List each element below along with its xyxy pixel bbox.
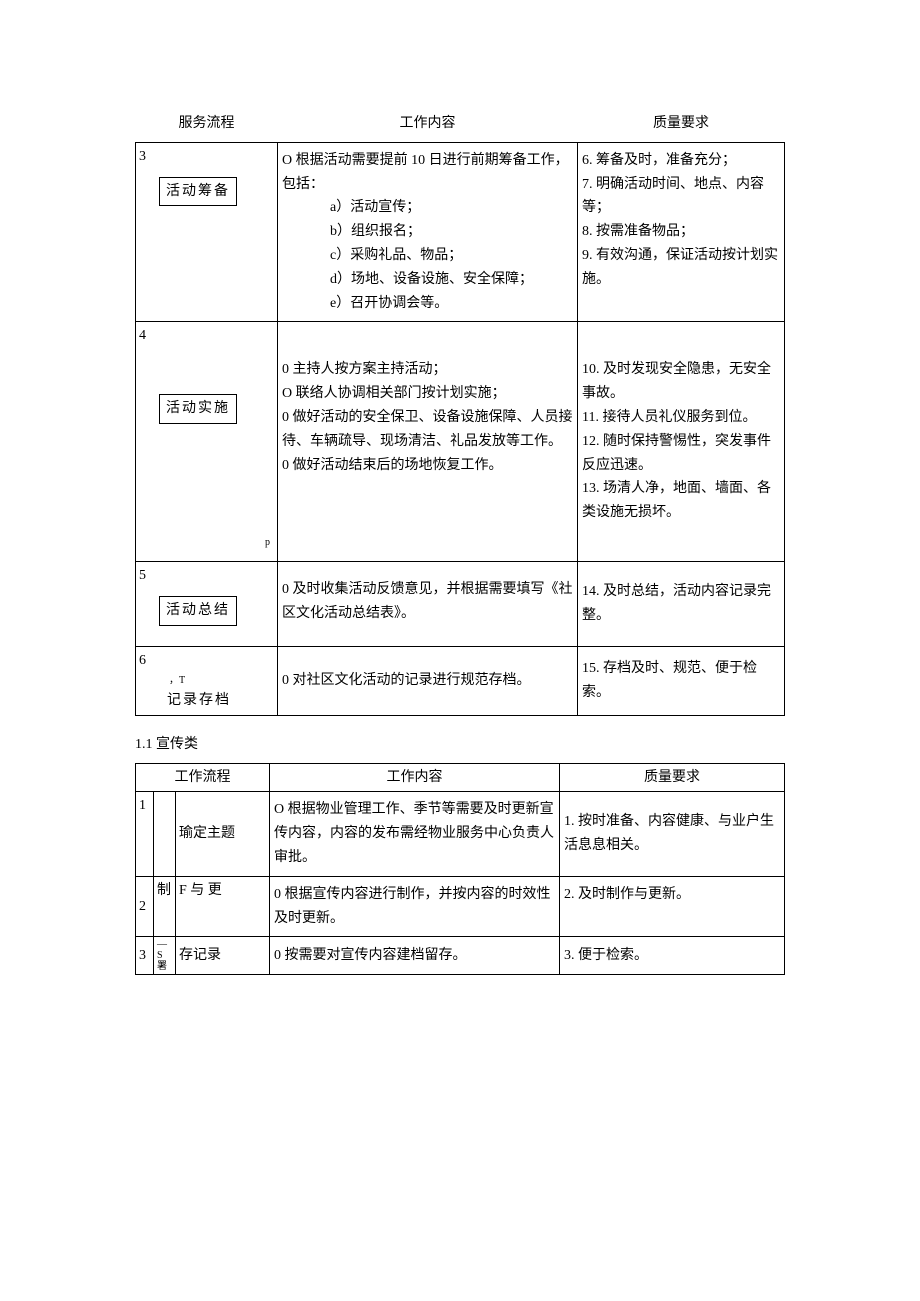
req-line: 6. 筹备及时，准备充分； — [582, 149, 780, 173]
flow-num: 3 — [136, 937, 154, 975]
flow-num: 5 — [139, 564, 274, 588]
flow-pre: 制 — [154, 876, 176, 937]
flow-label: 活动实施 — [159, 394, 237, 424]
content-subline: b）组织报名； — [282, 220, 573, 244]
table-1-header-content: 工作内容 — [278, 110, 578, 142]
flow-num: 2 — [136, 876, 154, 937]
req-text: 2. 及时制作与更新。 — [564, 887, 690, 902]
flow-num: 6 — [139, 649, 274, 673]
flow-label-text: 存记录 — [179, 948, 221, 963]
flow-label: 活动筹备 — [159, 177, 237, 207]
table-1-wrap: 服务流程 工作内容 质量要求 3 活动筹备 O 根据活动需要提前 10 日进行前… — [135, 110, 785, 716]
content-line: 0 做好活动结束后的场地恢复工作。 — [282, 454, 573, 478]
table-1-header-flow: 服务流程 — [136, 110, 278, 142]
req-cell: 6. 筹备及时，准备充分； 7. 明确活动时间、地点、内容等； 8. 按需准备物… — [578, 142, 785, 322]
req-cell: 14. 及时总结，活动内容记录完整。 — [578, 561, 785, 646]
content-cell: 0 根据宣传内容进行制作，并按内容的时效性及时更新。 — [270, 876, 560, 937]
content-subline: d）场地、设备设施、安全保障； — [282, 268, 573, 292]
content-cell: 0 按需要对宣传内容建档留存。 — [270, 937, 560, 975]
req-cell: 10. 及时发现安全隐患，无安全事故。 11. 接待人员礼仪服务到位。 12. … — [578, 322, 785, 562]
content-cell: O 根据物业管理工作、季节等需要及时更新宣传内容，内容的发布需经物业服务中心负责… — [270, 792, 560, 876]
content-text: 0 按需要对宣传内容建档留存。 — [274, 948, 467, 963]
flow-label-text: 瑜定主题 — [179, 826, 235, 841]
req-line: 10. 及时发现安全隐患，无安全事故。 — [582, 358, 780, 406]
req-text: 3. 便于检索。 — [564, 948, 648, 963]
req-cell: 15. 存档及时、规范、便于检索。 — [578, 646, 785, 716]
table-2-wrap: 工作流程 工作内容 质量要求 1 瑜定主题 O 根据物业管理工作、季节等需要及时… — [135, 763, 785, 976]
req-line: 13. 场清人净，地面、墙面、各类设施无损坏。 — [582, 477, 780, 525]
flow-pre: —S署 — [154, 937, 176, 975]
req-line: 15. 存档及时、规范、便于检索。 — [582, 657, 780, 705]
content-cell: 0 主持人按方案主持活动； O 联络人协调相关部门按计划实施； 0 做好活动的安… — [278, 322, 578, 562]
content-text: O 根据物业管理工作、季节等需要及时更新宣传内容，内容的发布需经物业服务中心负责… — [274, 802, 554, 865]
content-text: 0 根据宣传内容进行制作，并按内容的时效性及时更新。 — [274, 887, 551, 926]
section-title: 1.1 宣传类 — [135, 734, 920, 756]
table-2-header-flow: 工作流程 — [136, 763, 270, 792]
content-line: O 根据活动需要提前 10 日进行前期筹备工作，包括： — [282, 149, 573, 197]
table-2-header-row: 工作流程 工作内容 质量要求 — [136, 763, 785, 792]
flow-label: 瑜定主题 — [176, 792, 270, 876]
flow-cell: 3 活动筹备 — [136, 142, 278, 322]
content-subline: c）采购礼品、物品； — [282, 244, 573, 268]
flow-cell: 6 ，T 记录存档 — [136, 646, 278, 716]
flow-num: 1 — [136, 792, 154, 876]
table-2-header-req: 质量要求 — [560, 763, 785, 792]
table-2-row: 2 制 F 与 更 0 根据宣传内容进行制作，并按内容的时效性及时更新。 2. … — [136, 876, 785, 937]
content-line: 0 及时收集活动反馈意见，并根据需要填写《社区文化活动总结表》。 — [282, 578, 573, 626]
req-cell: 3. 便于检索。 — [560, 937, 785, 975]
flow-label: 活动总结 — [159, 596, 237, 626]
table-1-row: 5 活动总结 0 及时收集活动反馈意见，并根据需要填写《社区文化活动总结表》。 … — [136, 561, 785, 646]
req-line: 12. 随时保持警惕性，突发事件反应迅速。 — [582, 430, 780, 478]
table-1-row: 6 ，T 记录存档 0 对社区文化活动的记录进行规范存档。 15. 存档及时、规… — [136, 646, 785, 716]
content-subline: e）召开协调会等。 — [282, 292, 573, 316]
table-1-row: 4 活动实施 p 0 主持人按方案主持活动； O 联络人协调相关部门按计划实施；… — [136, 322, 785, 562]
content-line: 0 对社区文化活动的记录进行规范存档。 — [282, 669, 573, 693]
req-line: 14. 及时总结，活动内容记录完整。 — [582, 580, 780, 628]
flow-label: 存记录 — [176, 937, 270, 975]
flow-num: 4 — [139, 324, 274, 348]
req-text: 1. 按时准备、内容健康、与业户生活息息相关。 — [564, 814, 774, 853]
content-subline: a）活动宣传； — [282, 196, 573, 220]
page: 服务流程 工作内容 质量要求 3 活动筹备 O 根据活动需要提前 10 日进行前… — [0, 0, 920, 975]
table-2-header-content: 工作内容 — [270, 763, 560, 792]
table-1-header-req: 质量要求 — [578, 110, 785, 142]
flow-p-mark: p — [139, 534, 274, 551]
flow-label: F 与 更 — [176, 876, 270, 937]
flow-pre — [154, 792, 176, 876]
flow-label-text: F 与 更 — [179, 883, 222, 898]
req-line: 7. 明确活动时间、地点、内容等； — [582, 173, 780, 221]
table-1-row: 3 活动筹备 O 根据活动需要提前 10 日进行前期筹备工作，包括： a）活动宣… — [136, 142, 785, 322]
content-line: 0 主持人按方案主持活动； — [282, 358, 573, 382]
table-2: 工作流程 工作内容 质量要求 1 瑜定主题 O 根据物业管理工作、季节等需要及时… — [135, 763, 785, 976]
req-line: 9. 有效沟通，保证活动按计划实施。 — [582, 244, 780, 292]
table-1: 服务流程 工作内容 质量要求 3 活动筹备 O 根据活动需要提前 10 日进行前… — [135, 110, 785, 716]
content-line: 0 做好活动的安全保卫、设备设施保障、人员接待、车辆疏导、现场清洁、礼品发放等工… — [282, 406, 573, 454]
table-2-row: 3 —S署 存记录 0 按需要对宣传内容建档留存。 3. 便于检索。 — [136, 937, 785, 975]
flow-num: 3 — [139, 145, 274, 169]
flow-label: 记录存档 — [167, 689, 231, 713]
content-cell: 0 及时收集活动反馈意见，并根据需要填写《社区文化活动总结表》。 — [278, 561, 578, 646]
flow-cell: 5 活动总结 — [136, 561, 278, 646]
flow-cell: 4 活动实施 p — [136, 322, 278, 562]
req-line: 8. 按需准备物品； — [582, 220, 780, 244]
content-line: O 联络人协调相关部门按计划实施； — [282, 382, 573, 406]
table-2-row: 1 瑜定主题 O 根据物业管理工作、季节等需要及时更新宣传内容，内容的发布需经物… — [136, 792, 785, 876]
req-cell: 2. 及时制作与更新。 — [560, 876, 785, 937]
req-line: 11. 接待人员礼仪服务到位。 — [582, 406, 780, 430]
flow-pre-mark: ，T — [169, 672, 274, 689]
content-cell: 0 对社区文化活动的记录进行规范存档。 — [278, 646, 578, 716]
table-1-header-row: 服务流程 工作内容 质量要求 — [136, 110, 785, 142]
content-cell: O 根据活动需要提前 10 日进行前期筹备工作，包括： a）活动宣传； b）组织… — [278, 142, 578, 322]
req-cell: 1. 按时准备、内容健康、与业户生活息息相关。 — [560, 792, 785, 876]
